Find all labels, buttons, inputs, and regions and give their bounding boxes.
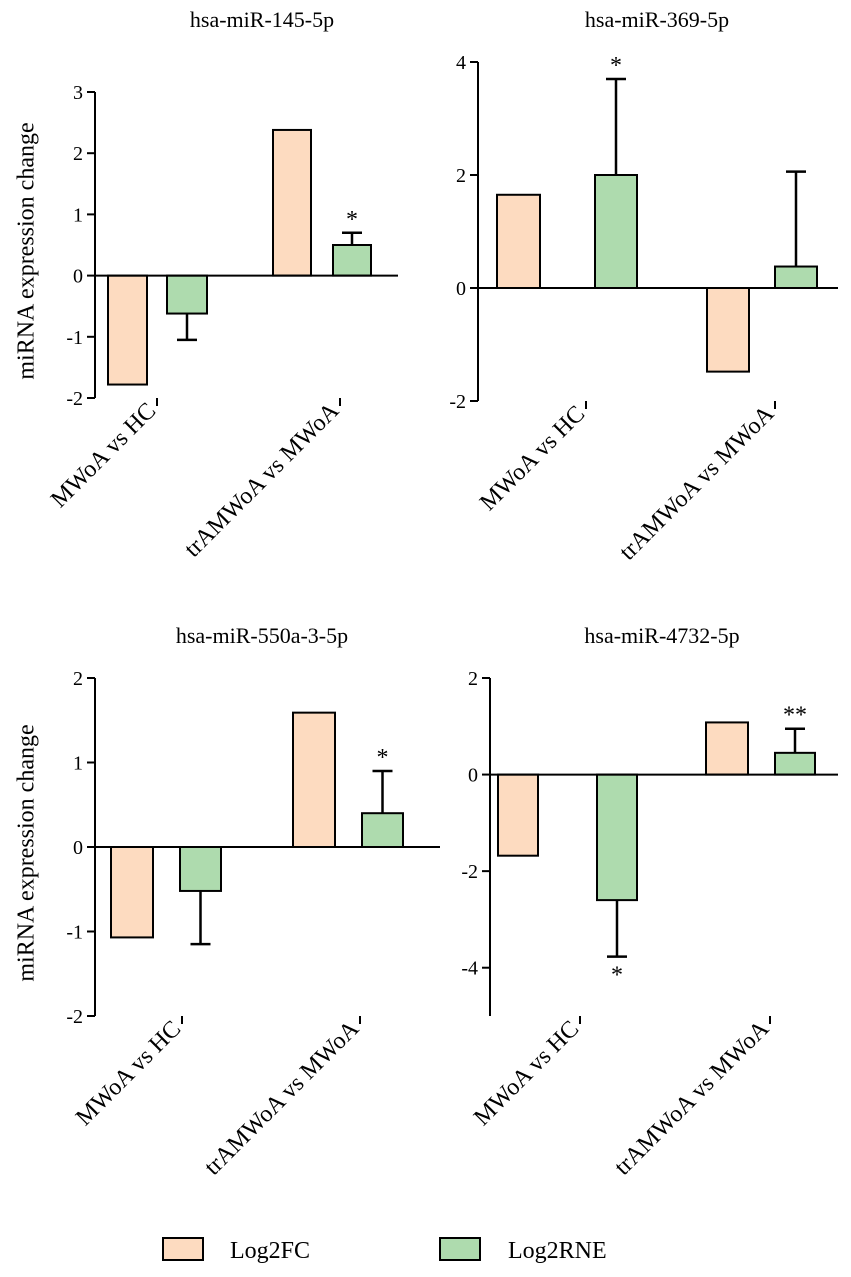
category-label: MWoA vs HC — [71, 1016, 186, 1131]
category-label: trAMWoA vs MWoA — [180, 397, 345, 562]
y-tick-label: -1 — [66, 922, 83, 944]
category-label: MWoA vs HC — [475, 401, 590, 516]
y-tick-label: 2 — [468, 668, 478, 690]
y-tick-label: 4 — [456, 52, 466, 74]
legend: Log2FC Log2RNE — [162, 1237, 607, 1264]
chart-title: hsa-miR-4732-5p — [584, 623, 739, 648]
bar-log2rne-1 — [596, 773, 638, 902]
bar-log2rne-1 — [166, 274, 208, 315]
bar-log2fc-2 — [705, 721, 749, 776]
chart-title: hsa-miR-550a-3-5p — [176, 623, 348, 648]
chart-title: hsa-miR-369-5p — [585, 7, 729, 32]
category-label: MWoA vs HC — [469, 1016, 584, 1131]
y-tick-label: -2 — [66, 1006, 83, 1028]
y-tick-label: 0 — [456, 278, 466, 300]
bar-log2fc-1 — [107, 274, 148, 386]
y-tick-label: -2 — [461, 861, 478, 883]
bar-log2fc-1 — [110, 846, 154, 939]
bar-log2rne-1 — [179, 846, 222, 892]
chart-panel-1: hsa-miR-145-5p miRNA expression change * -2… — [14, 7, 398, 562]
chart-title: hsa-miR-145-5p — [190, 7, 334, 32]
y-tick-label: -2 — [66, 388, 83, 410]
bar-log2fc-2 — [706, 287, 750, 373]
bar-log2fc-1 — [496, 193, 541, 289]
y-tick-label: 0 — [468, 765, 478, 787]
bar-log2rne-2 — [332, 244, 372, 277]
y-tick-label: 0 — [73, 837, 83, 859]
y-tick-label: -2 — [449, 391, 466, 413]
y-axis-label: miRNA expression change — [14, 724, 40, 981]
y-tick-label: -1 — [66, 327, 83, 349]
y-tick-label: 1 — [73, 753, 83, 775]
y-tick-label: 2 — [73, 143, 83, 165]
legend-swatch-log2fc — [162, 1237, 204, 1261]
bar-log2rne-2 — [774, 265, 818, 289]
significance-marker: * — [346, 207, 358, 233]
y-tick-label: 3 — [73, 82, 83, 104]
y-tick-label: -4 — [461, 958, 478, 980]
category-label: trAMWoA vs MWoA — [615, 400, 780, 565]
significance-marker: ** — [783, 703, 807, 729]
bar-log2fc-1 — [497, 773, 539, 857]
significance-marker: * — [377, 745, 389, 771]
y-tick-label: 2 — [73, 668, 83, 690]
legend-label-log2rne: Log2RNE — [508, 1238, 607, 1264]
bar-log2fc-2 — [292, 711, 336, 849]
legend-label-log2fc: Log2FC — [230, 1238, 310, 1264]
bar-log2fc-2 — [272, 128, 312, 277]
chart-panel-3: hsa-miR-550a-3-5p miRNA expression change… — [14, 623, 440, 1180]
significance-marker: * — [610, 53, 622, 79]
y-tick-label: 1 — [73, 204, 83, 226]
category-label: trAMWoA vs MWoA — [610, 1015, 775, 1180]
category-label: trAMWoA vs MWoA — [200, 1015, 365, 1180]
y-tick-label: 2 — [456, 165, 466, 187]
category-label: MWoA vs HC — [46, 398, 161, 513]
y-tick-label: 0 — [73, 266, 83, 288]
bar-log2rne-2 — [361, 812, 404, 849]
y-axis-label: miRNA expression change — [14, 122, 40, 379]
bar-log2rne-2 — [774, 751, 816, 776]
significance-marker: * — [611, 963, 623, 989]
legend-swatch-log2rne — [439, 1237, 481, 1261]
bar-log2rne-1 — [594, 174, 638, 289]
chart-panel-2: hsa-miR-369-5p * -2 0 2 4 MWoA vs HC trAMWoA vs… — [449, 7, 838, 565]
